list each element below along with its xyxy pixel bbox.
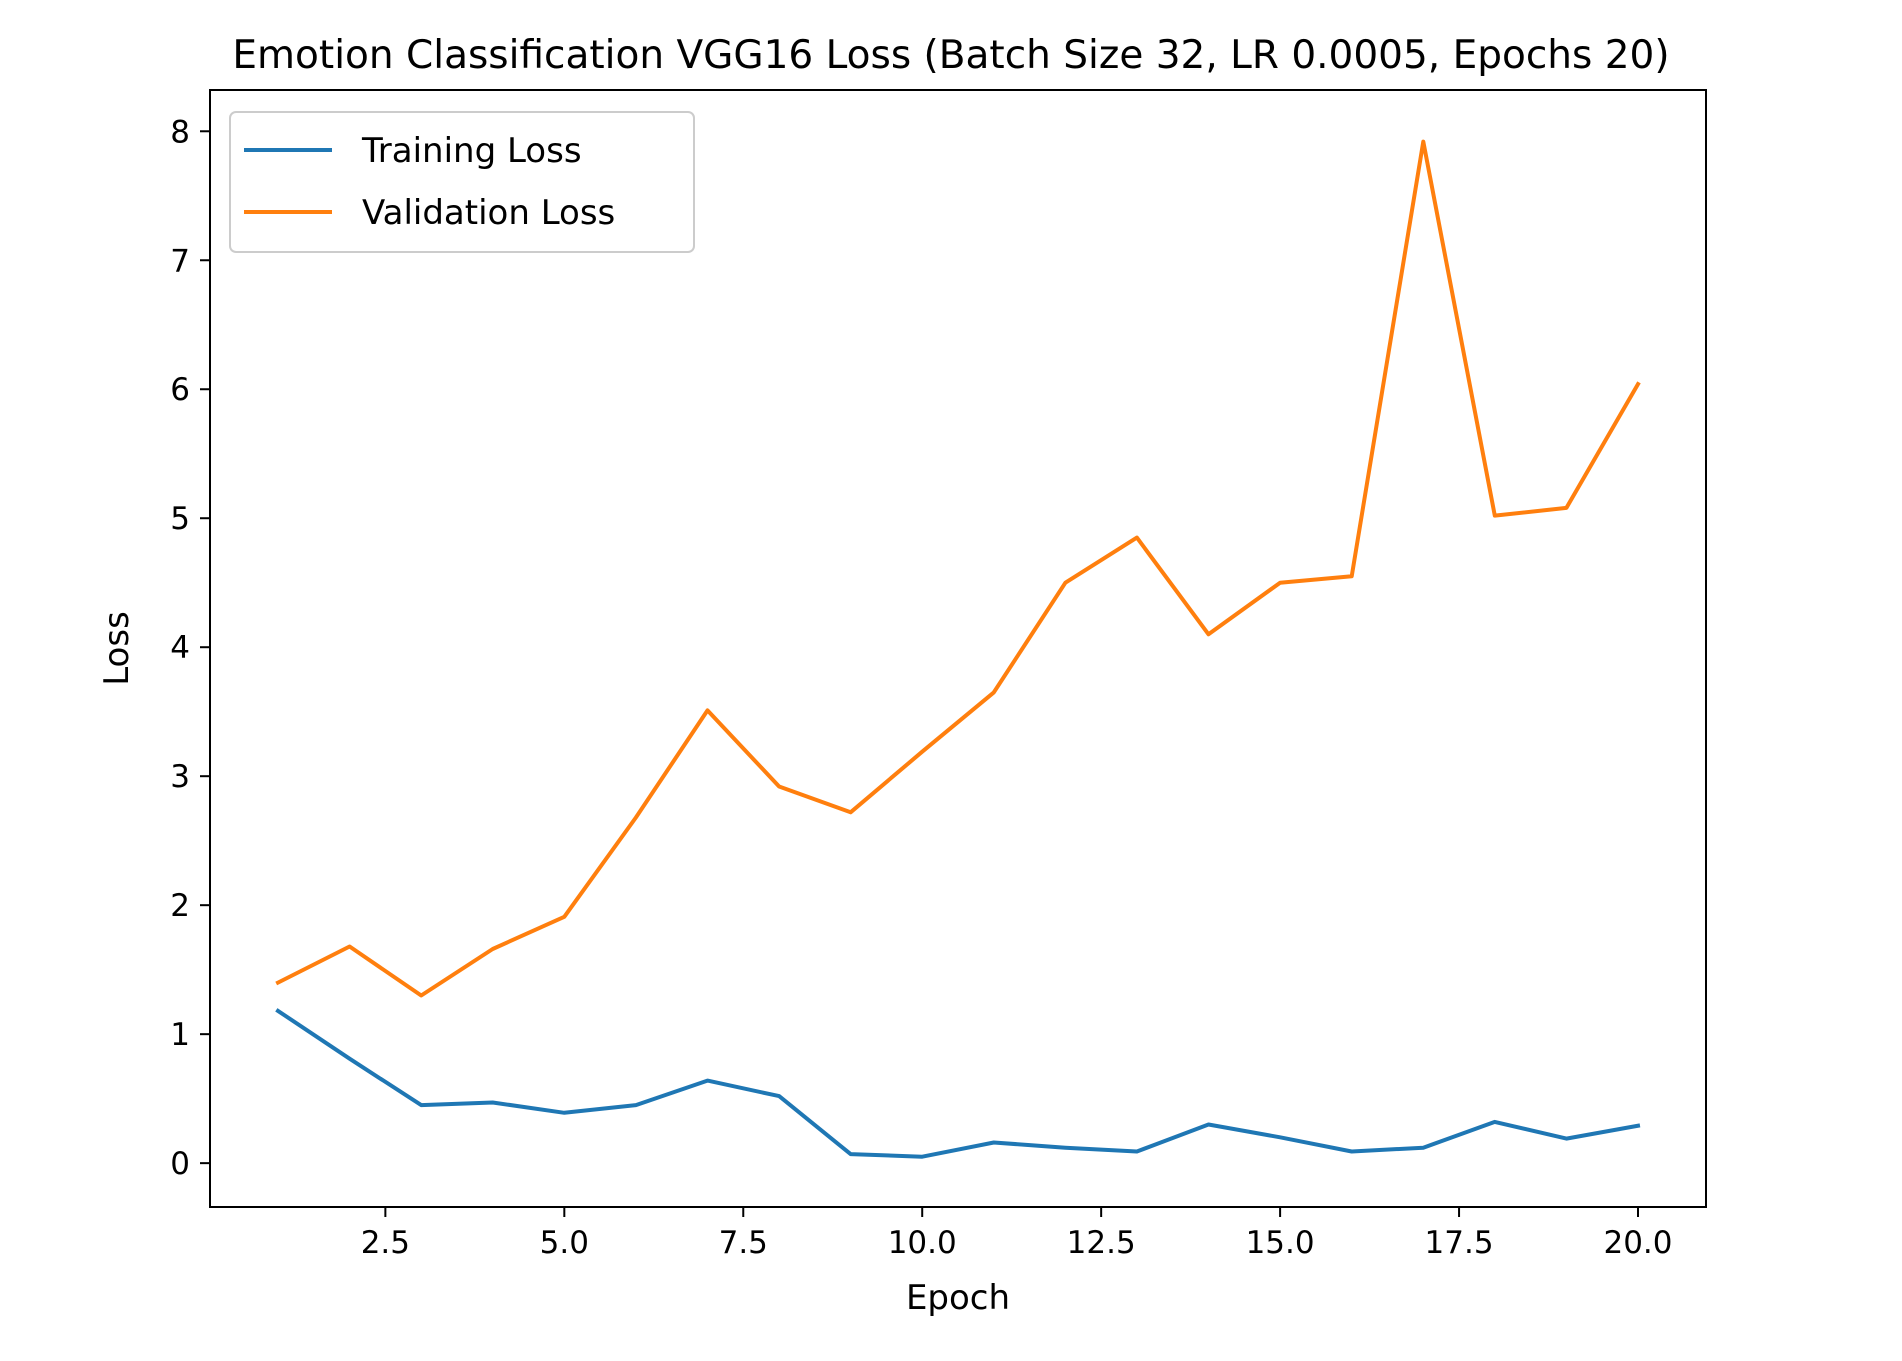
x-tick-label: 20.0	[1603, 1225, 1672, 1261]
x-axis-label: Epoch	[906, 1278, 1010, 1318]
y-tick-label: 4	[170, 630, 190, 666]
x-tick-label: 2.5	[361, 1225, 410, 1261]
y-tick-label: 3	[170, 759, 190, 795]
y-tick-label: 5	[170, 501, 190, 537]
x-tick-label: 15.0	[1246, 1225, 1315, 1261]
legend-label-1: Validation Loss	[362, 193, 615, 233]
y-tick-label: 2	[170, 888, 190, 924]
y-tick-label: 8	[170, 114, 190, 150]
y-axis-label: Loss	[97, 611, 137, 686]
legend-box	[229, 111, 695, 253]
legend-label-0: Training Loss	[361, 131, 582, 171]
y-axis-ticks: 0 1 2 3 4 5 6 7 8	[170, 114, 210, 1182]
series-line-1	[275, 139, 1641, 998]
x-tick-label: 12.5	[1067, 1225, 1136, 1261]
series-line-0	[275, 1008, 1641, 1159]
plot-area-frame	[209, 89, 1707, 1208]
x-tick-label: 7.5	[719, 1225, 768, 1261]
x-tick-label: 5.0	[540, 1225, 589, 1261]
y-tick-label: 1	[170, 1017, 190, 1053]
y-tick-label: 7	[170, 243, 190, 279]
x-axis-ticks: 2.5 5.0 7.5 10.0 12.5 15.0 17.5 20.0	[361, 1207, 1673, 1261]
series-layer	[275, 139, 1641, 1159]
x-tick-label: 10.0	[888, 1225, 957, 1261]
y-tick-label: 0	[170, 1146, 190, 1182]
legend: Training Loss Validation Loss	[229, 111, 695, 253]
chart-title: Emotion Classification VGG16 Loss (Batch…	[232, 33, 1669, 78]
x-tick-label: 17.5	[1425, 1225, 1494, 1261]
y-tick-label: 6	[170, 372, 190, 408]
